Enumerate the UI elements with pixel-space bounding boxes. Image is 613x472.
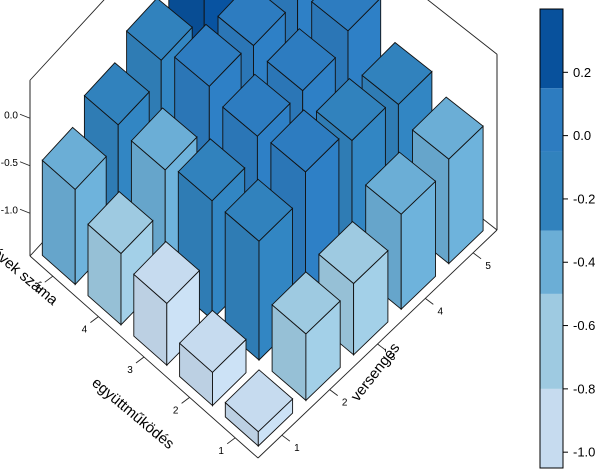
colorbar: 0.2 0.0 -0.2 -0.4 -0.6 -0.8 -1.0 — [539, 8, 595, 469]
x-tick — [226, 437, 236, 445]
bar-top — [133, 240, 201, 305]
bar-top — [83, 62, 150, 126]
z-tick — [19, 208, 31, 214]
x-tick — [44, 275, 54, 283]
box-edge-back — [29, 0, 105, 81]
bar-top — [315, 77, 387, 142]
bar-top — [224, 178, 294, 242]
colorbar-swatch — [540, 230, 563, 294]
bar-top — [318, 220, 389, 285]
z-tick-label: -0.5 — [1, 158, 19, 169]
bar-top — [177, 138, 246, 202]
bar-top — [41, 126, 107, 191]
colorbar-swatch — [540, 293, 563, 389]
bar-top — [222, 73, 291, 137]
bar-top — [270, 109, 340, 173]
y-tick-label: 3 — [390, 352, 396, 363]
bar-top — [224, 369, 294, 433]
x-tick-label: 5 — [36, 284, 42, 295]
bar-top — [271, 271, 341, 335]
bar-top — [411, 96, 484, 160]
x-tick-label: 2 — [173, 405, 179, 416]
y-tick — [377, 343, 386, 351]
colorbar-tick-label: -0.2 — [573, 191, 595, 206]
bar-top — [266, 28, 336, 92]
y-tick — [425, 298, 434, 305]
y-tick — [472, 252, 482, 260]
colorbar-swatch — [540, 388, 563, 468]
bar — [224, 369, 294, 448]
bars-group — [41, 0, 484, 448]
y-tick-label: 4 — [438, 306, 444, 317]
x-axis-title: együttműködés — [88, 374, 177, 452]
bar — [133, 240, 201, 367]
bar — [271, 271, 341, 402]
x-tick — [181, 397, 190, 404]
x-tick-label: 1 — [218, 446, 224, 457]
colorbar-swatch — [540, 88, 563, 152]
colorbar-tick-label: -0.6 — [573, 318, 595, 333]
colorbar-tick-label: 0.2 — [573, 65, 591, 80]
colorbar-tick-label: -1.0 — [573, 445, 595, 460]
bar-top — [217, 0, 286, 47]
y-tick — [329, 389, 338, 396]
colorbar-tick-label: -0.4 — [573, 255, 595, 270]
colorbar-swatch — [540, 151, 563, 231]
y-tick — [281, 434, 291, 442]
x-tick-label: 4 — [82, 325, 88, 336]
y-tick-label: 1 — [294, 443, 300, 454]
y-tick-label: 5 — [485, 261, 491, 272]
box-edge-back — [427, 0, 498, 55]
x-tick — [135, 356, 145, 364]
x-tick-label: 3 — [127, 365, 133, 376]
bar-top — [125, 0, 193, 61]
colorbar-tick-label: -0.8 — [573, 381, 595, 396]
colorbar-frame — [539, 8, 564, 469]
bar-top — [365, 151, 437, 215]
bar-top — [87, 190, 154, 255]
y-tick-label: 2 — [342, 398, 348, 409]
z-tick — [19, 161, 31, 167]
x-tick — [90, 316, 99, 323]
bar-top — [311, 0, 380, 32]
bar-top — [130, 107, 198, 171]
bar-top — [361, 41, 433, 106]
bar — [178, 309, 247, 407]
z-tick — [19, 113, 31, 119]
colorbar-swatch — [540, 9, 563, 89]
z-tick-label: 0.0 — [4, 110, 18, 121]
bar-top — [174, 23, 242, 87]
colorbar-tick-label: 0.0 — [573, 128, 591, 143]
bar-top — [178, 309, 247, 373]
z-tick-label: -1.0 — [1, 205, 19, 216]
